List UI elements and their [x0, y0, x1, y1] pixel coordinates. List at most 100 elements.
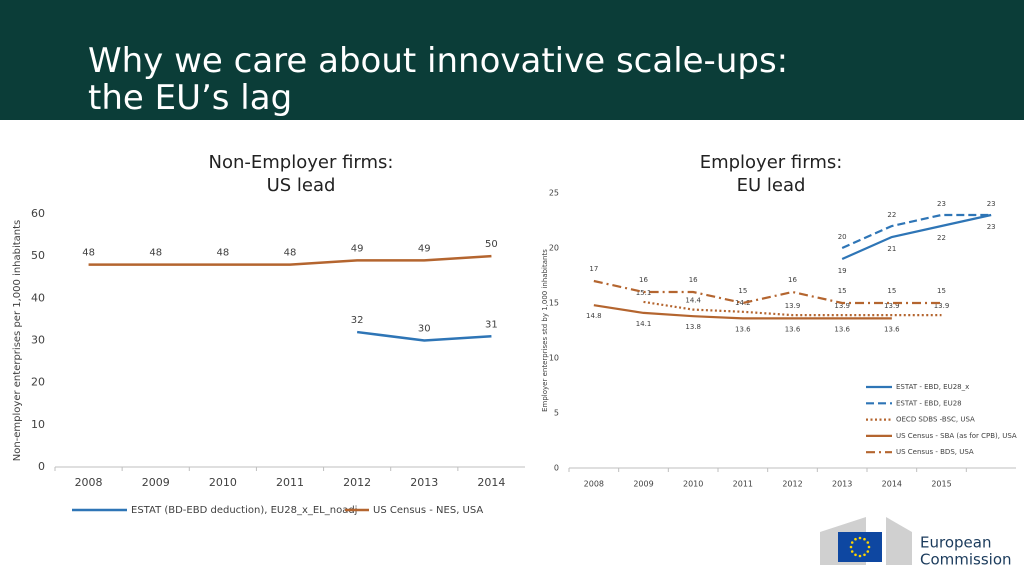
series-line — [593, 279, 942, 305]
star — [854, 537, 857, 541]
x-tick-label: 2013 — [410, 476, 438, 489]
data-label: 16 — [639, 276, 648, 284]
logo: European Commission — [820, 517, 1012, 569]
series-line — [88, 254, 492, 266]
legend-label: US Census - SBA (as for CPB), USA — [896, 432, 1017, 440]
data-label: 23 — [937, 200, 946, 208]
legend-label: US Census - BDS, USA — [896, 448, 974, 456]
data-label: 14.4 — [685, 297, 701, 305]
data-label: 16 — [689, 276, 698, 284]
x-tick-label: 2012 — [782, 480, 802, 489]
data-label: 32 — [351, 315, 364, 326]
star — [867, 545, 871, 549]
data-label: 30 — [418, 324, 431, 335]
data-label: 14.1 — [636, 320, 652, 328]
data-label: 50 — [485, 239, 498, 250]
x-tick-label: 2008 — [75, 476, 103, 489]
data-label: 48 — [284, 248, 297, 259]
header-band — [0, 0, 1024, 120]
logo-shape — [886, 517, 912, 565]
data-label: 49 — [418, 243, 431, 254]
x-tick-label: 2009 — [142, 476, 170, 489]
data-label: 13.8 — [685, 323, 701, 331]
data-label: 13.6 — [785, 325, 801, 333]
x-tick-label: 2013 — [832, 480, 852, 489]
legend-label: ESTAT (BD-EBD deduction), EU28_x_EL_noad… — [131, 505, 357, 516]
x-tick-label: 2012 — [343, 476, 371, 489]
x-tick-label: 2010 — [209, 476, 237, 489]
y-tick-label: 25 — [549, 189, 559, 198]
legend-label: US Census - NES, USA — [373, 505, 483, 516]
data-label: 20 — [838, 233, 847, 241]
data-label: 14.2 — [735, 299, 751, 307]
logo-text: European — [920, 534, 991, 552]
chart-title: Employer firms: — [700, 152, 843, 173]
data-label: 48 — [82, 248, 95, 259]
data-label: 16 — [788, 276, 797, 284]
data-label: 49 — [351, 243, 364, 254]
slide-title: Why we care about innovative scale-ups: — [88, 41, 788, 81]
data-label: 13.9 — [934, 302, 950, 310]
y-tick-label: 20 — [549, 244, 559, 253]
y-axis-label: Employer enterprises std by 1,000 inhabi… — [541, 249, 549, 412]
star — [863, 553, 866, 557]
x-tick-label: 2010 — [683, 480, 703, 489]
data-label: 13.6 — [884, 325, 900, 333]
x-tick-label: 2014 — [477, 476, 505, 489]
data-label: 22 — [887, 211, 896, 219]
data-label: 22 — [937, 234, 946, 242]
x-tick-label: 2015 — [931, 480, 951, 489]
legend-label: OECD SDBS -BSC, USA — [896, 416, 975, 424]
star — [850, 550, 854, 553]
star — [858, 536, 862, 540]
y-tick-label: 0 — [38, 460, 45, 473]
y-tick-label: 40 — [31, 291, 45, 304]
star — [849, 545, 853, 549]
x-tick-label: 2011 — [276, 476, 304, 489]
star — [854, 553, 857, 557]
logo-text: Commission — [920, 551, 1012, 569]
data-label: 13.6 — [834, 325, 850, 333]
eu-flag — [838, 532, 882, 562]
x-tick-label: 2014 — [882, 480, 902, 489]
y-tick-label: 30 — [31, 334, 45, 347]
star — [850, 541, 854, 544]
star — [858, 554, 862, 558]
series-line — [356, 330, 492, 342]
data-label: 48 — [149, 248, 162, 259]
data-label: 48 — [216, 248, 229, 259]
data-label: 21 — [887, 245, 896, 253]
x-tick-label: 2011 — [733, 480, 753, 489]
data-label: 13.9 — [785, 302, 801, 310]
y-tick-label: 60 — [31, 207, 45, 220]
y-axis-label: Non-employer enterprises per 1,000 inhab… — [12, 220, 23, 462]
series-line — [593, 304, 892, 320]
slide-title: the EU’s lag — [88, 78, 292, 118]
data-label: 31 — [485, 319, 498, 330]
y-tick-label: 0 — [554, 464, 559, 473]
data-label: 15 — [738, 287, 747, 295]
data-label: 23 — [987, 200, 996, 208]
data-label: 13.9 — [884, 302, 900, 310]
chart-title: US lead — [267, 175, 336, 196]
chart-title: EU lead — [737, 175, 806, 196]
chart-title: Non-Employer firms: — [209, 152, 394, 173]
x-tick-label: 2008 — [584, 480, 604, 489]
y-tick-label: 20 — [31, 376, 45, 389]
series-line — [841, 213, 992, 250]
data-label: 15 — [838, 287, 847, 295]
series-line — [643, 300, 942, 317]
legend-label: ESTAT - EBD, EU28_x — [896, 383, 969, 391]
y-tick-label: 50 — [31, 249, 45, 262]
x-tick-label: 2009 — [633, 480, 653, 489]
y-tick-label: 5 — [554, 409, 559, 418]
star — [866, 550, 870, 553]
data-label: 19 — [838, 267, 847, 275]
y-tick-label: 10 — [549, 354, 559, 363]
data-label: 13.9 — [834, 302, 850, 310]
data-label: 15 — [887, 287, 896, 295]
data-label: 23 — [987, 223, 996, 231]
y-tick-label: 15 — [549, 299, 559, 308]
data-label: 13.6 — [735, 325, 751, 333]
